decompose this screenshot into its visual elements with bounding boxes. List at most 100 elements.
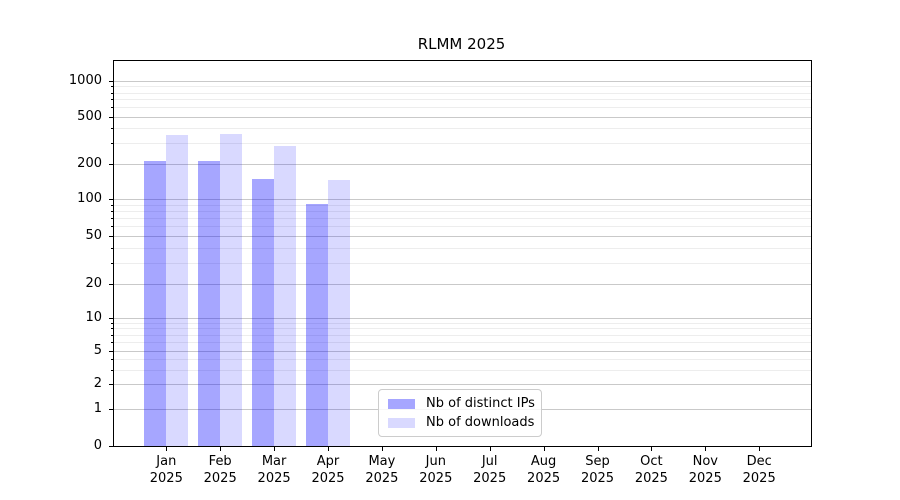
y-gridline-minor — [114, 99, 811, 101]
bar-ips-mar — [252, 178, 275, 446]
y-gridline-minor — [114, 128, 811, 130]
y-axis-minor-tick — [111, 92, 114, 94]
y-gridline-minor — [114, 328, 811, 330]
legend-label-distinct-ips: Nb of distinct IPs — [426, 396, 535, 411]
y-tick-label: 1 — [93, 401, 102, 416]
y-gridline-minor — [114, 86, 811, 88]
y-axis-tick — [109, 116, 114, 118]
y-axis-tick — [109, 81, 114, 82]
plot-area: Dec 2025 Nov 2025 Oct 2025 Sep 2025 Aug 2025… — [69, 60, 812, 486]
y-axis-minor-tick — [111, 369, 114, 371]
y-axis-tick — [109, 384, 114, 386]
chart-title: RLMM 2025 — [417, 35, 506, 53]
y-gridline-major — [114, 81, 811, 82]
y-gridline-minor — [114, 204, 811, 206]
x-tick-label: Jan 2025 — [149, 454, 183, 486]
y-axis-tick — [109, 317, 114, 319]
y-tick-label: 500 — [77, 108, 102, 124]
y-gridline-minor — [114, 107, 811, 109]
y-tick-label: 2 — [93, 376, 102, 392]
y-axis-minor-tick — [111, 218, 114, 220]
x-tick-label: Sep 2025 — [580, 454, 615, 486]
y-gridline-major — [114, 199, 811, 201]
y-gridline-major — [114, 116, 811, 118]
x-tick-label: Apr 2025 — [311, 454, 345, 486]
x-axis-tick — [597, 446, 599, 451]
bar-downloads-feb — [220, 133, 243, 446]
x-axis-tick — [705, 446, 707, 451]
y-gridline-minor — [114, 322, 811, 324]
x-tick-label: Aug 2025 — [527, 454, 561, 486]
y-tick-label: 0 — [93, 438, 102, 453]
y-axis-tick — [109, 351, 114, 352]
bar-downloads-mar — [274, 146, 297, 446]
legend-swatch-downloads-icon — [388, 417, 415, 428]
y-gridline-minor — [114, 211, 811, 213]
y-gridline-major — [114, 317, 811, 319]
y-gridline-major — [114, 236, 811, 237]
bar-ips-jan — [144, 161, 167, 446]
y-axis-minor-tick — [111, 128, 114, 130]
x-axis-tick — [220, 446, 222, 451]
y-axis-tick — [109, 199, 114, 201]
y-gridline-minor — [114, 262, 811, 264]
y-gridline-minor — [114, 218, 811, 220]
y-gridline-minor — [114, 369, 811, 371]
x-tick-label: Jul 2025 — [473, 454, 507, 486]
y-gridline-minor — [114, 92, 811, 94]
x-tick-label: Jun 2025 — [419, 454, 453, 486]
y-tick-label: 5 — [93, 343, 102, 358]
y-gridline-major — [114, 384, 811, 386]
x-tick-label: Oct 2025 — [634, 454, 668, 486]
x-axis-tick — [543, 446, 545, 451]
y-axis-minor-tick — [111, 322, 114, 324]
y-tick-label: 20 — [85, 275, 102, 291]
y-gridline-minor — [114, 342, 811, 344]
x-axis-tick — [328, 446, 329, 451]
legend-swatch-distinct-ips-icon — [388, 398, 415, 409]
bar-ips-apr — [306, 204, 328, 446]
y-axis-tick — [109, 236, 114, 237]
y-gridline-minor — [114, 334, 811, 336]
bar-downloads-apr — [328, 180, 350, 446]
y-axis-minor-tick — [111, 328, 114, 330]
y-axis-minor-tick — [111, 107, 114, 109]
y-tick-label: 1000 — [68, 73, 102, 88]
x-tick-label: Mar 2025 — [257, 454, 291, 486]
y-gridline-major — [114, 351, 811, 352]
y-tick-label: 100 — [77, 191, 102, 207]
x-tick-label: Dec 2025 — [742, 454, 776, 486]
y-gridline-major — [114, 283, 811, 285]
x-tick-label: Feb 2025 — [203, 454, 237, 486]
y-gridline-minor — [114, 226, 811, 228]
y-axis-minor-tick — [111, 204, 114, 206]
x-axis-tick — [489, 446, 491, 451]
y-axis-minor-tick — [111, 262, 114, 264]
legend: Nb of distinct IPs Nb of downloads — [378, 389, 542, 437]
x-axis-tick — [166, 446, 168, 451]
y-gridline-minor — [114, 247, 811, 249]
legend-label-downloads: Nb of downloads — [426, 415, 535, 430]
y-axis-tick — [109, 283, 114, 285]
y-axis-tick — [109, 163, 114, 165]
y-axis-minor-tick — [111, 359, 114, 361]
legend-entry-distinct-ips: Nb of distinct IPs — [388, 396, 535, 411]
bar-ips-feb — [198, 161, 221, 446]
y-gridline-minor — [114, 142, 811, 144]
y-axis-tick — [109, 409, 114, 410]
y-tick-label: 50 — [85, 228, 102, 243]
y-gridline-minor — [114, 359, 811, 361]
y-axis-minor-tick — [111, 342, 114, 344]
y-axis-tick — [109, 446, 114, 447]
legend-entry-downloads: Nb of downloads — [388, 415, 535, 430]
bar-downloads-jan — [166, 134, 189, 446]
x-axis-tick — [435, 446, 437, 451]
y-axis-minor-tick — [111, 99, 114, 101]
x-axis-tick — [381, 446, 383, 451]
y-axis-minor-tick — [111, 334, 114, 336]
y-axis-minor-tick — [111, 211, 114, 213]
y-axis-minor-tick — [111, 226, 114, 228]
y-tick-label: 200 — [77, 155, 102, 171]
x-tick-label: May 2025 — [365, 454, 399, 486]
